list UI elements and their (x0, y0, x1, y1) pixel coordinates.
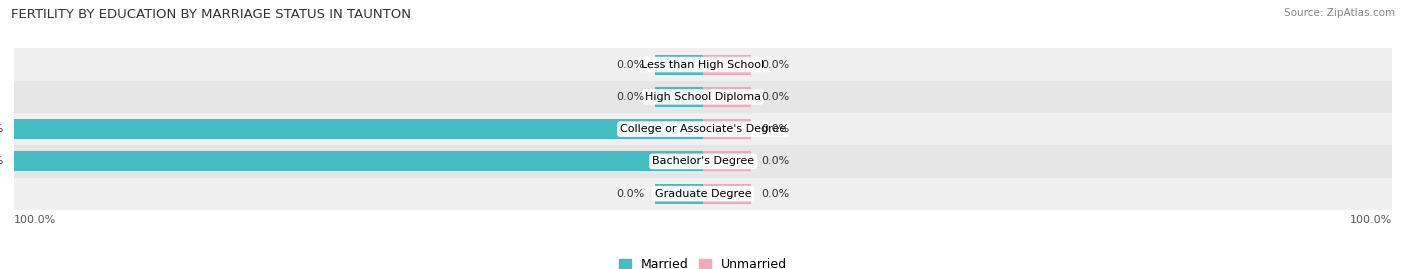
Text: Bachelor's Degree: Bachelor's Degree (652, 156, 754, 167)
Bar (14, 48, 1392, 81)
Text: Source: ZipAtlas.com: Source: ZipAtlas.com (1284, 8, 1395, 18)
Text: 100.0%: 100.0% (0, 156, 4, 167)
Text: 100.0%: 100.0% (1350, 215, 1392, 225)
Bar (14, 119, 703, 139)
Bar (703, 55, 751, 75)
Text: 0.0%: 0.0% (616, 59, 644, 70)
Text: 0.0%: 0.0% (762, 156, 790, 167)
Bar (655, 184, 703, 204)
Legend: Married, Unmarried: Married, Unmarried (613, 253, 793, 269)
Text: 100.0%: 100.0% (0, 124, 4, 134)
Bar (14, 178, 1392, 210)
Bar (655, 87, 703, 107)
Text: 0.0%: 0.0% (762, 59, 790, 70)
Bar (14, 113, 1392, 145)
Text: Less than High School: Less than High School (641, 59, 765, 70)
Bar (14, 151, 703, 171)
Text: 100.0%: 100.0% (14, 215, 56, 225)
Bar (703, 119, 751, 139)
Text: 0.0%: 0.0% (762, 189, 790, 199)
Text: High School Diploma: High School Diploma (645, 92, 761, 102)
Bar (655, 55, 703, 75)
Text: 0.0%: 0.0% (616, 189, 644, 199)
Text: 0.0%: 0.0% (762, 124, 790, 134)
Text: 0.0%: 0.0% (616, 92, 644, 102)
Text: FERTILITY BY EDUCATION BY MARRIAGE STATUS IN TAUNTON: FERTILITY BY EDUCATION BY MARRIAGE STATU… (11, 8, 411, 21)
Bar (14, 81, 1392, 113)
Bar (14, 145, 1392, 178)
Text: College or Associate's Degree: College or Associate's Degree (620, 124, 786, 134)
Bar (703, 184, 751, 204)
Text: 0.0%: 0.0% (762, 92, 790, 102)
Text: Graduate Degree: Graduate Degree (655, 189, 751, 199)
Bar (703, 151, 751, 171)
Bar (703, 87, 751, 107)
